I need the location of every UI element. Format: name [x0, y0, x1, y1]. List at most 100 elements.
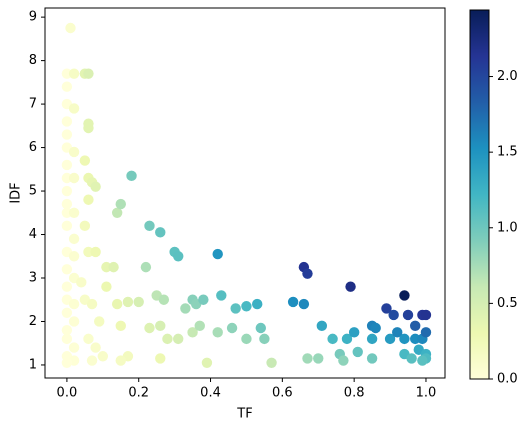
scatter-point [409, 320, 421, 332]
scatter-point [61, 333, 73, 345]
scatter-point [399, 290, 410, 301]
scatter-point [83, 194, 94, 205]
scatter-point [252, 298, 263, 310]
colorbar-tick-label: 1.5 [497, 145, 518, 160]
scatter-point [68, 146, 80, 158]
x-tick-label: 0.8 [344, 386, 365, 401]
scatter-point [86, 355, 98, 366]
scatter-point [341, 333, 353, 345]
colorbar-tick-label: 1.0 [497, 220, 518, 235]
scatter-point [155, 227, 166, 238]
scatter-point [61, 185, 73, 197]
colorbar-tick-label: 2.0 [497, 69, 518, 84]
scatter-point [68, 342, 80, 353]
scatter-point [68, 233, 80, 245]
x-tick-label: 0.6 [272, 386, 293, 401]
x-tick-label: 0.0 [57, 386, 78, 401]
scatter-point [384, 333, 396, 345]
scatter-point [338, 355, 349, 366]
scatter-point [122, 296, 134, 308]
y-tick-label: 4 [29, 227, 37, 242]
scatter-point [313, 353, 324, 364]
scatter-point [61, 116, 73, 127]
plot-frame [44, 7, 446, 379]
scatter-point [83, 68, 94, 79]
scatter-point [144, 322, 155, 334]
scatter-point [402, 309, 414, 321]
scatter-point [226, 322, 238, 334]
scatter-point [61, 129, 73, 140]
y-tick-label: 1 [29, 357, 37, 372]
scatter-point [420, 309, 432, 321]
scatter-point [298, 298, 310, 310]
scatter-point [392, 327, 403, 338]
scatter-point [155, 353, 166, 364]
scatter-point [173, 333, 184, 345]
scatter-point [79, 155, 91, 166]
x-tick-label: 1.0 [416, 386, 437, 401]
scatter-point [366, 353, 378, 364]
scatter-point [409, 333, 421, 345]
scatter-point [65, 22, 76, 34]
scatter-point [68, 316, 80, 327]
scatter-point [266, 357, 277, 368]
scatter-point [348, 327, 360, 338]
scatter-point [108, 261, 119, 273]
scatter-point [94, 316, 105, 327]
scatter-point [140, 261, 152, 273]
scatter-point [68, 103, 80, 114]
scatter-point [352, 346, 363, 358]
scatter-point [187, 327, 198, 338]
colorbar-tick-label: 0.0 [497, 372, 518, 387]
colorbar-tick-label: 0.5 [497, 296, 518, 311]
scatter-point [61, 207, 73, 218]
scatter-point [101, 261, 112, 273]
y-tick-label: 3 [29, 271, 37, 286]
scatter-point [90, 181, 101, 192]
scatter-point [399, 333, 410, 345]
scatter-point [316, 320, 328, 332]
scatter-point [111, 207, 123, 218]
scatter-point [83, 246, 94, 258]
scatter-point [115, 355, 126, 366]
scatter-point [61, 198, 73, 210]
scatter-point [259, 333, 270, 345]
scatter-point [83, 333, 94, 345]
scatter-point [61, 159, 73, 171]
scatter-point [61, 172, 73, 184]
scatter-point [216, 290, 227, 301]
y-tick-label: 9 [29, 10, 37, 25]
scatter-point [144, 220, 155, 232]
scatter-point [388, 309, 399, 321]
scatter-point [345, 281, 356, 292]
scatter-point [101, 281, 112, 292]
scatter-point [68, 207, 80, 218]
scatter-point [68, 298, 80, 310]
x-tick-label: 0.2 [128, 386, 149, 401]
scatter-point [79, 220, 91, 232]
scatter-point [180, 303, 191, 314]
scatter-point [97, 351, 109, 362]
scatter-point [212, 327, 223, 338]
scatter-point [381, 303, 392, 314]
scatter-point [83, 122, 94, 134]
x-tick-label: 0.4 [200, 386, 221, 401]
y-tick-label: 6 [29, 140, 37, 155]
scatter-point [86, 298, 98, 310]
scatter-point [212, 248, 223, 260]
scatter-point [255, 322, 266, 334]
y-tick-label: 2 [29, 314, 37, 329]
y-tick-label: 5 [29, 184, 37, 199]
scatter-point [302, 268, 313, 279]
scatter-point [61, 357, 73, 368]
scatter-point [61, 324, 73, 336]
scatter-point [68, 172, 80, 184]
y-tick-label: 8 [29, 53, 37, 68]
scatter-point [417, 355, 428, 366]
scatter-point [302, 353, 313, 364]
scatter-point [327, 333, 338, 345]
x-axis-label: TF [236, 407, 252, 422]
scatter-point [68, 68, 80, 79]
scatter-point [133, 296, 144, 308]
